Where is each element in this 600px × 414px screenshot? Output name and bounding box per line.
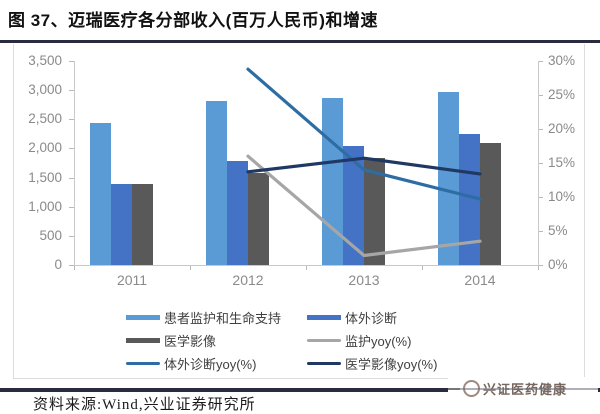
y-axis-right-tick-label: 15% <box>548 155 576 170</box>
legend-swatch-imaging-yoy <box>307 361 341 365</box>
legend-item-ivd: 体外诊断 <box>307 309 437 326</box>
x-axis-tick <box>190 266 191 270</box>
bar-medical-imaging-2014 <box>480 143 501 265</box>
y-axis-left-tick-label: 1,000 <box>28 198 62 214</box>
y-axis-left-tick <box>69 235 74 237</box>
y-axis-right-tick <box>538 197 543 198</box>
bar-patient-monitoring-life-support-2014 <box>438 92 459 265</box>
legend-item-medical-imaging: 医学影像 <box>126 332 307 349</box>
source-note: 资料来源:Wind,兴业证券研究所 <box>33 397 256 413</box>
x-axis-tick <box>74 266 75 270</box>
y-axis-left-tick <box>69 265 74 266</box>
figure-title: 图 37、迈瑞医疗各分部收入(百万人民币)和增速 <box>8 11 378 30</box>
y-axis-left-tick <box>69 148 74 150</box>
y-axis-left-tick <box>69 61 74 62</box>
bar-patient-monitoring-life-support-2011 <box>90 123 111 265</box>
title-divider <box>0 40 600 43</box>
watermark-strike-line <box>448 388 598 390</box>
y-axis-right-tick-label: 10% <box>548 189 576 204</box>
y-axis-left-tick-label: 2,000 <box>28 140 62 156</box>
legend-item-ivd-yoy: 体外诊断yoy(%) <box>126 355 307 372</box>
bar-medical-imaging-2013 <box>364 158 385 265</box>
legend-item-patient-monitoring-life-support: 患者监护和生命支持 <box>126 309 307 326</box>
y-axis-left-tick-label: 2,500 <box>28 111 62 127</box>
y-axis-left-tick-label: 3,000 <box>28 82 62 98</box>
legend-swatch-ivd <box>307 314 341 320</box>
y-axis-right-tick-label: 20% <box>548 121 576 136</box>
bar-patient-monitoring-life-support-2012 <box>206 100 227 265</box>
bar-medical-imaging-2012 <box>248 172 269 265</box>
bar-patient-monitoring-life-support-2013 <box>322 98 343 265</box>
legend-label-ivd-yoy: 体外诊断yoy(%) <box>164 356 257 372</box>
bar-medical-imaging-2011 <box>132 183 153 265</box>
x-axis-label-2013: 2013 <box>348 272 380 288</box>
bar-ivd-2013 <box>343 145 364 265</box>
bar-ivd-2012 <box>227 160 248 265</box>
bar-ivd-2011 <box>111 183 132 265</box>
legend-swatch-patient-monitoring-life-support <box>126 314 160 320</box>
y-axis-left-tick-label: 3,500 <box>28 53 62 68</box>
y-axis-right-tick <box>538 95 543 96</box>
x-axis-tick <box>538 266 539 270</box>
bar-ivd-2014 <box>459 134 480 265</box>
y-axis-right-tick <box>538 129 543 130</box>
legend-item-monitoring-yoy: 监护yoy(%) <box>307 332 437 349</box>
y-axis-right-tick <box>538 231 543 232</box>
legend-label-patient-monitoring-life-support: 患者监护和生命支持 <box>164 310 282 326</box>
x-axis-line <box>74 265 539 266</box>
legend-label-imaging-yoy: 医学影像yoy(%) <box>345 356 438 372</box>
y-axis-right-tick-label: 25% <box>548 87 576 102</box>
chart-legend: 患者监护和生命支持 体外诊断医学影像 监护yoy(%) 体外诊断yoy(%) 医学影像y… <box>126 309 438 372</box>
watermark: 兴证医药健康 <box>448 377 598 400</box>
legend-swatch-monitoring-yoy <box>307 338 341 342</box>
y-axis-right-tick <box>538 163 543 164</box>
y-axis-left-tick <box>69 177 74 179</box>
y-axis-right-tick-label: 30% <box>548 53 576 68</box>
y-axis-left-tick-label: 0 <box>54 257 62 272</box>
legend-swatch-ivd-yoy <box>126 361 160 365</box>
y-axis-right-tick <box>538 61 543 62</box>
legend-label-medical-imaging: 医学影像 <box>164 333 217 349</box>
footer-divider <box>0 388 600 392</box>
y-axis-right-tick <box>538 265 543 266</box>
y-axis-left-tick-label: 1,500 <box>28 169 62 185</box>
x-axis-label-2012: 2012 <box>232 272 264 288</box>
y-axis-right-tick-label: 5% <box>548 223 568 238</box>
y-axis-left-tick <box>69 206 74 208</box>
legend-swatch-medical-imaging <box>126 337 160 343</box>
legend-label-ivd: 体外诊断 <box>345 310 398 326</box>
x-axis-tick <box>422 266 423 270</box>
y-axis-right-line <box>538 61 539 265</box>
y-axis-left-line <box>74 61 75 265</box>
x-axis-label-2014: 2014 <box>464 272 496 288</box>
y-axis-left-tick <box>69 119 74 121</box>
legend-label-monitoring-yoy: 监护yoy(%) <box>345 333 412 349</box>
legend-item-imaging-yoy: 医学影像yoy(%) <box>307 355 438 372</box>
x-axis-label-2011: 2011 <box>116 272 148 288</box>
y-axis-right-tick-label: 0% <box>548 257 568 272</box>
y-axis-left-tick-label: 500 <box>39 227 62 243</box>
y-axis-left-tick <box>69 90 74 92</box>
x-axis-tick <box>306 266 307 270</box>
